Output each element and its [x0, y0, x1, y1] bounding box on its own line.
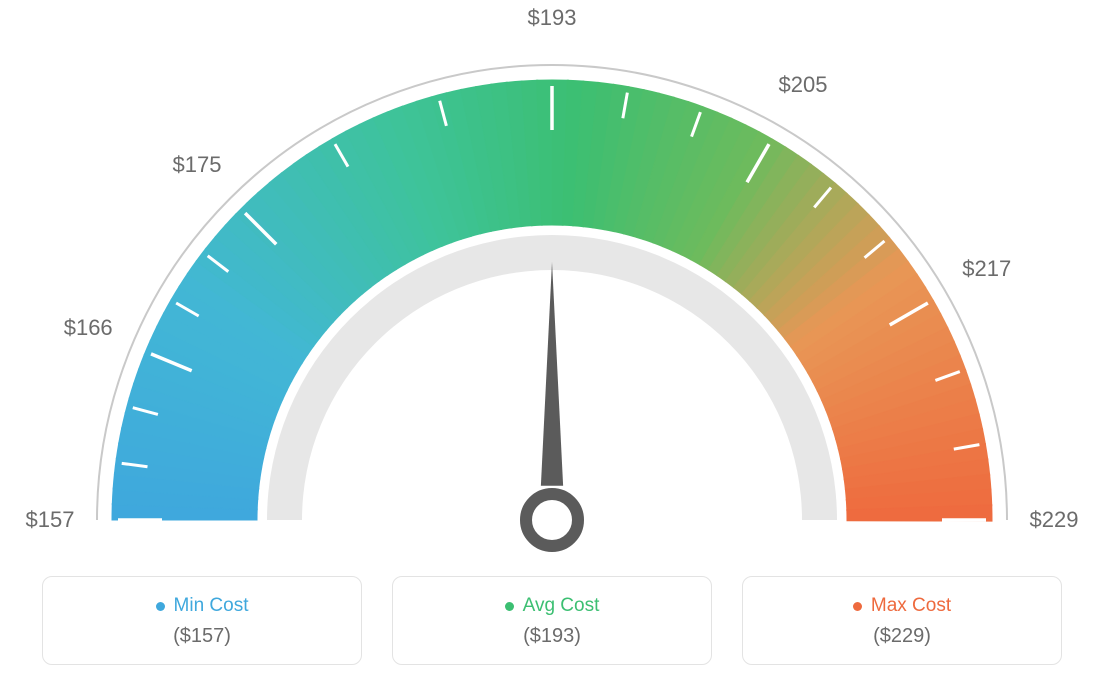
gauge-tick-label: $205: [779, 72, 828, 98]
legend-title-avg: Avg Cost: [505, 595, 600, 617]
legend-title-max: Max Cost: [853, 595, 951, 617]
legend-card-max: Max Cost ($229): [742, 576, 1062, 665]
gauge-tick-label: $157: [26, 507, 75, 533]
gauge-needle: [541, 262, 563, 486]
legend-dot-avg: [505, 602, 514, 611]
legend-dot-min: [156, 602, 165, 611]
legend-title-max-text: Max Cost: [871, 595, 951, 617]
legend-title-min: Min Cost: [156, 595, 249, 617]
legend-dot-max: [853, 602, 862, 611]
gauge-needle-hub: [526, 494, 578, 546]
legend-value-avg: ($193): [403, 625, 701, 648]
gauge-tick-label: $166: [64, 315, 113, 341]
gauge-tick-label: $229: [1030, 507, 1079, 533]
legend-card-avg: Avg Cost ($193): [392, 576, 712, 665]
legend-title-avg-text: Avg Cost: [523, 595, 600, 617]
legend-card-min: Min Cost ($157): [42, 576, 362, 665]
gauge-svg: [0, 0, 1104, 560]
cost-gauge: $157 $166 $175 $193 $205 $217 $229: [0, 0, 1104, 560]
gauge-tick-label: $175: [173, 152, 222, 178]
gauge-tick-label: $193: [528, 5, 577, 31]
legend-value-max: ($229): [753, 625, 1051, 648]
legend-row: Min Cost ($157) Avg Cost ($193) Max Cost…: [0, 576, 1104, 665]
legend-title-min-text: Min Cost: [174, 595, 249, 617]
gauge-tick-label: $217: [962, 256, 1011, 282]
legend-value-min: ($157): [53, 625, 351, 648]
